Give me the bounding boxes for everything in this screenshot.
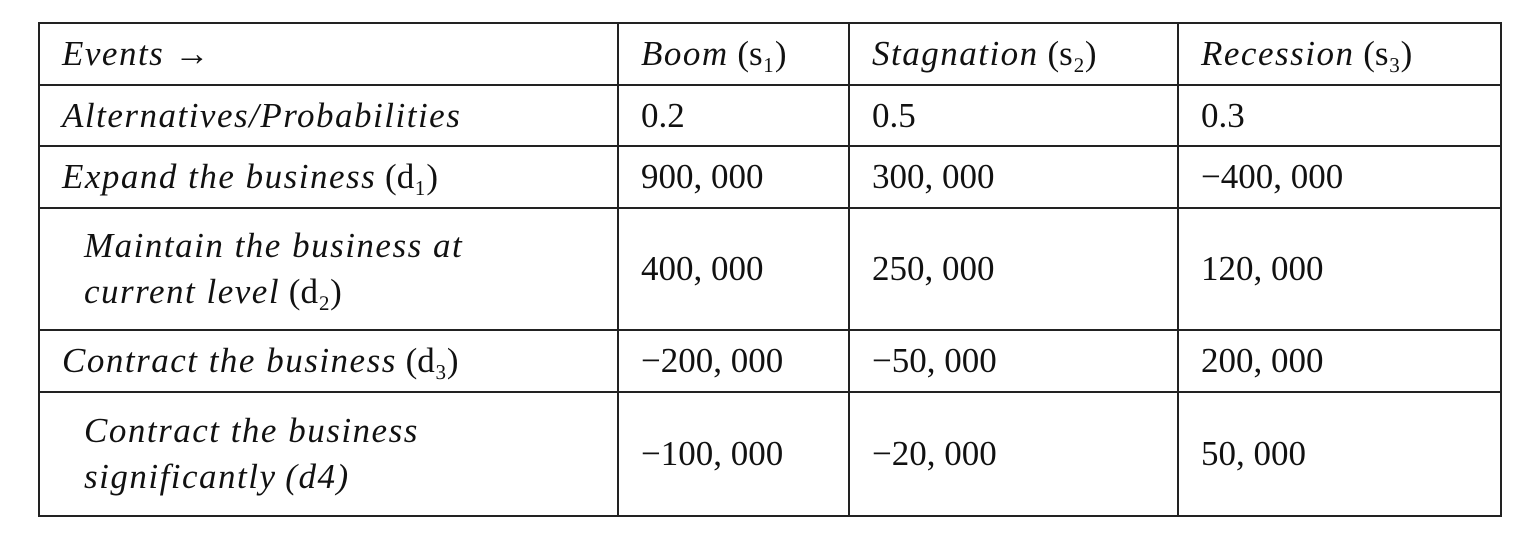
cell-value: 900, 000 bbox=[641, 157, 764, 196]
cell-value: 400, 000 bbox=[641, 249, 764, 288]
header-cell: Recession (s₃) bbox=[1177, 22, 1502, 86]
table-row: Expand the business (d₁) 900, 000 300, 000… bbox=[38, 145, 1502, 209]
value-cell: 400, 000 bbox=[617, 207, 850, 331]
value-cell: 0.5 bbox=[848, 84, 1179, 147]
cell-value: 200, 000 bbox=[1201, 341, 1324, 380]
cell-text: Expand the business (d₁) bbox=[62, 157, 438, 196]
label-name: Alternatives/Probabilities bbox=[62, 95, 462, 135]
payoff-table: Events → Boom (s₁) Stagnation (s₂) Recessio… bbox=[38, 22, 1502, 517]
value-cell: 300, 000 bbox=[848, 145, 1179, 209]
label-name: Boom bbox=[641, 34, 729, 73]
value-cell: −50, 000 bbox=[848, 329, 1179, 393]
cell-value: 0.5 bbox=[872, 95, 916, 135]
cell-value: 120, 000 bbox=[1201, 249, 1324, 288]
cell-text: Maintain the business at current level (… bbox=[84, 223, 574, 315]
label-name: Recession bbox=[1201, 34, 1355, 73]
value-cell: −100, 000 bbox=[617, 391, 850, 517]
cell-value: −20, 000 bbox=[872, 434, 997, 473]
header-row: Events → Boom (s₁) Stagnation (s₂) Recessio… bbox=[38, 22, 1502, 86]
value-cell: −20, 000 bbox=[848, 391, 1179, 517]
label-symbol: (s₃) bbox=[1363, 34, 1413, 73]
header-cell: Boom (s₁) bbox=[617, 22, 850, 86]
row-label: Contract the business (d₃) bbox=[38, 329, 619, 393]
label-symbol: (d₁) bbox=[385, 157, 439, 196]
header-cell: Stagnation (s₂) bbox=[848, 22, 1179, 86]
cell-text: Contract the business significantly (d4) bbox=[84, 408, 574, 500]
label-name: Events → bbox=[62, 34, 212, 73]
label-name: Expand the business bbox=[62, 157, 377, 196]
cell-value: −200, 000 bbox=[641, 341, 784, 380]
cell-text: Boom (s₁) bbox=[641, 34, 787, 73]
cell-value: −50, 000 bbox=[872, 341, 997, 380]
table-row: Maintain the business at current level (… bbox=[38, 207, 1502, 331]
value-cell: 900, 000 bbox=[617, 145, 850, 209]
label-symbol: (s₂) bbox=[1047, 34, 1097, 73]
value-cell: 120, 000 bbox=[1177, 207, 1502, 331]
header-cell: Events → bbox=[38, 22, 619, 86]
table-row: Alternatives/Probabilities 0.2 0.5 0.3 bbox=[38, 84, 1502, 147]
label-symbol: (d₃) bbox=[405, 341, 459, 380]
cell-value: 50, 000 bbox=[1201, 434, 1306, 473]
table-body: Events → Boom (s₁) Stagnation (s₂) Recessio… bbox=[38, 22, 1502, 517]
value-cell: 0.2 bbox=[617, 84, 850, 147]
value-cell: 50, 000 bbox=[1177, 391, 1502, 517]
table-row: Contract the business (d₃) −200, 000 −50, … bbox=[38, 329, 1502, 393]
label-symbol: (d₂) bbox=[288, 272, 342, 311]
value-cell: 200, 000 bbox=[1177, 329, 1502, 393]
row-label: Contract the business significantly (d4) bbox=[38, 391, 619, 517]
cell-value: 250, 000 bbox=[872, 249, 995, 288]
row-label: Expand the business (d₁) bbox=[38, 145, 619, 209]
cell-text: Recession (s₃) bbox=[1201, 34, 1412, 73]
cell-text: Stagnation (s₂) bbox=[872, 34, 1097, 73]
row-label: Alternatives/Probabilities bbox=[38, 84, 619, 147]
cell-value: −400, 000 bbox=[1201, 157, 1344, 196]
label-name: Contract the business bbox=[62, 341, 397, 380]
table-row: Contract the business significantly (d4)… bbox=[38, 391, 1502, 517]
cell-text: Contract the business (d₃) bbox=[62, 341, 459, 380]
label-name: Stagnation bbox=[872, 34, 1039, 73]
label-name: Contract the business significantly bbox=[84, 411, 419, 496]
cell-value: 0.3 bbox=[1201, 95, 1245, 135]
cell-value: −100, 000 bbox=[641, 434, 784, 473]
value-cell: 0.3 bbox=[1177, 84, 1502, 147]
cell-text: Alternatives/Probabilities bbox=[62, 96, 461, 135]
value-cell: −200, 000 bbox=[617, 329, 850, 393]
cell-value: 300, 000 bbox=[872, 157, 995, 196]
label-symbol: (s₁) bbox=[737, 34, 787, 73]
label-name: Maintain the business at current level bbox=[84, 226, 464, 311]
value-cell: −400, 000 bbox=[1177, 145, 1502, 209]
label-symbol: (d4) bbox=[285, 457, 350, 496]
cell-value: 0.2 bbox=[641, 95, 685, 135]
cell-text: Events → bbox=[62, 34, 211, 73]
value-cell: 250, 000 bbox=[848, 207, 1179, 331]
row-label: Maintain the business at current level (… bbox=[38, 207, 619, 331]
